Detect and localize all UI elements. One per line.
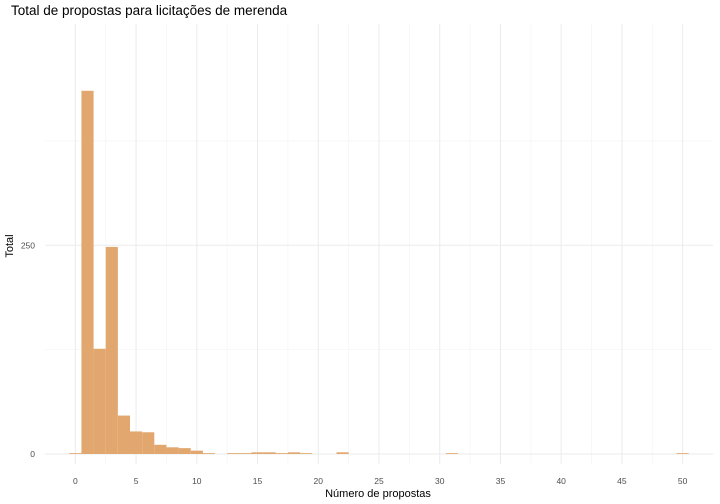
x-tick-label: 15 <box>253 476 263 486</box>
histogram-bar <box>676 453 689 454</box>
x-tick-label: 0 <box>73 476 78 486</box>
histogram-bar <box>130 431 143 454</box>
grid-lines <box>45 24 713 464</box>
y-axis-ticks: 0 250 <box>21 240 35 459</box>
histogram-bar <box>142 432 155 454</box>
x-axis-ticks: 0 5 10 15 20 25 30 35 40 45 50 <box>73 476 688 486</box>
x-tick-label: 40 <box>556 476 566 486</box>
histogram-bar <box>445 453 458 454</box>
x-tick-label: 5 <box>134 476 139 486</box>
x-tick-label: 30 <box>435 476 445 486</box>
x-tick-label: 20 <box>314 476 324 486</box>
histogram-bar <box>178 448 191 454</box>
histogram-bar <box>81 90 94 454</box>
x-tick-label: 25 <box>374 476 384 486</box>
y-axis-title: Total <box>4 234 16 257</box>
x-tick-label: 50 <box>678 476 688 486</box>
x-tick-label: 35 <box>496 476 506 486</box>
histogram-bar <box>166 447 179 454</box>
histogram-bar <box>154 444 167 454</box>
y-tick-label: 0 <box>30 449 35 459</box>
histogram-bar <box>239 453 252 454</box>
histogram-bar <box>69 453 82 454</box>
x-axis-title: Número de propostas <box>325 488 431 500</box>
histogram-bar <box>336 452 349 454</box>
histogram-bar <box>227 453 240 454</box>
histogram-bar <box>117 415 131 454</box>
histogram-bar <box>275 453 288 454</box>
x-tick-label: 10 <box>192 476 202 486</box>
histogram-bar <box>93 348 106 454</box>
histogram-bar <box>263 452 276 454</box>
histogram-bar <box>105 246 118 454</box>
histogram-bar <box>300 453 313 454</box>
histogram-bar <box>202 453 216 454</box>
x-tick-label: 45 <box>617 476 627 486</box>
bars <box>69 90 689 454</box>
chart-title: Total de propostas para licitações de me… <box>11 3 288 18</box>
histogram-bar <box>287 452 301 454</box>
y-tick-label: 250 <box>21 240 35 250</box>
histogram-bar <box>190 450 203 454</box>
histogram-bar <box>251 452 264 454</box>
